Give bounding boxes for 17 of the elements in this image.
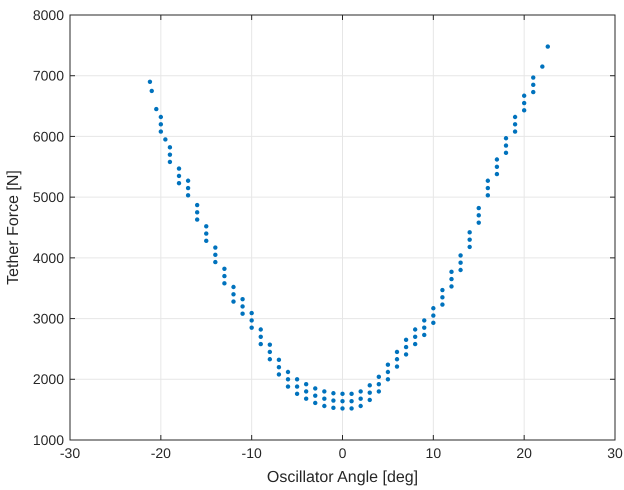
y-tick-label: 3000	[32, 310, 64, 326]
x-tick-label: 0	[338, 445, 347, 461]
y-tick-label: 2000	[32, 371, 64, 388]
x-axis-title: Oscillator Angle [deg]	[266, 469, 418, 486]
x-tick-label: -30	[60, 445, 80, 461]
y-axis-title: Tether Force [N]	[5, 170, 22, 285]
x-tick-label: 30	[607, 445, 623, 461]
y-tick-label: 8000	[32, 6, 64, 23]
y-tick-label: 5000	[32, 189, 64, 206]
x-tick-label: 10	[426, 445, 442, 461]
x-tick-label: -10	[242, 445, 262, 461]
y-tick-label: 1000	[32, 432, 64, 448]
x-tick-label: 20	[516, 445, 532, 461]
y-tick-label: 4000	[32, 250, 64, 266]
y-tick-label: 6000	[32, 128, 64, 144]
x-tick-label: -20	[150, 445, 172, 461]
y-tick-label: 7000	[32, 68, 64, 84]
